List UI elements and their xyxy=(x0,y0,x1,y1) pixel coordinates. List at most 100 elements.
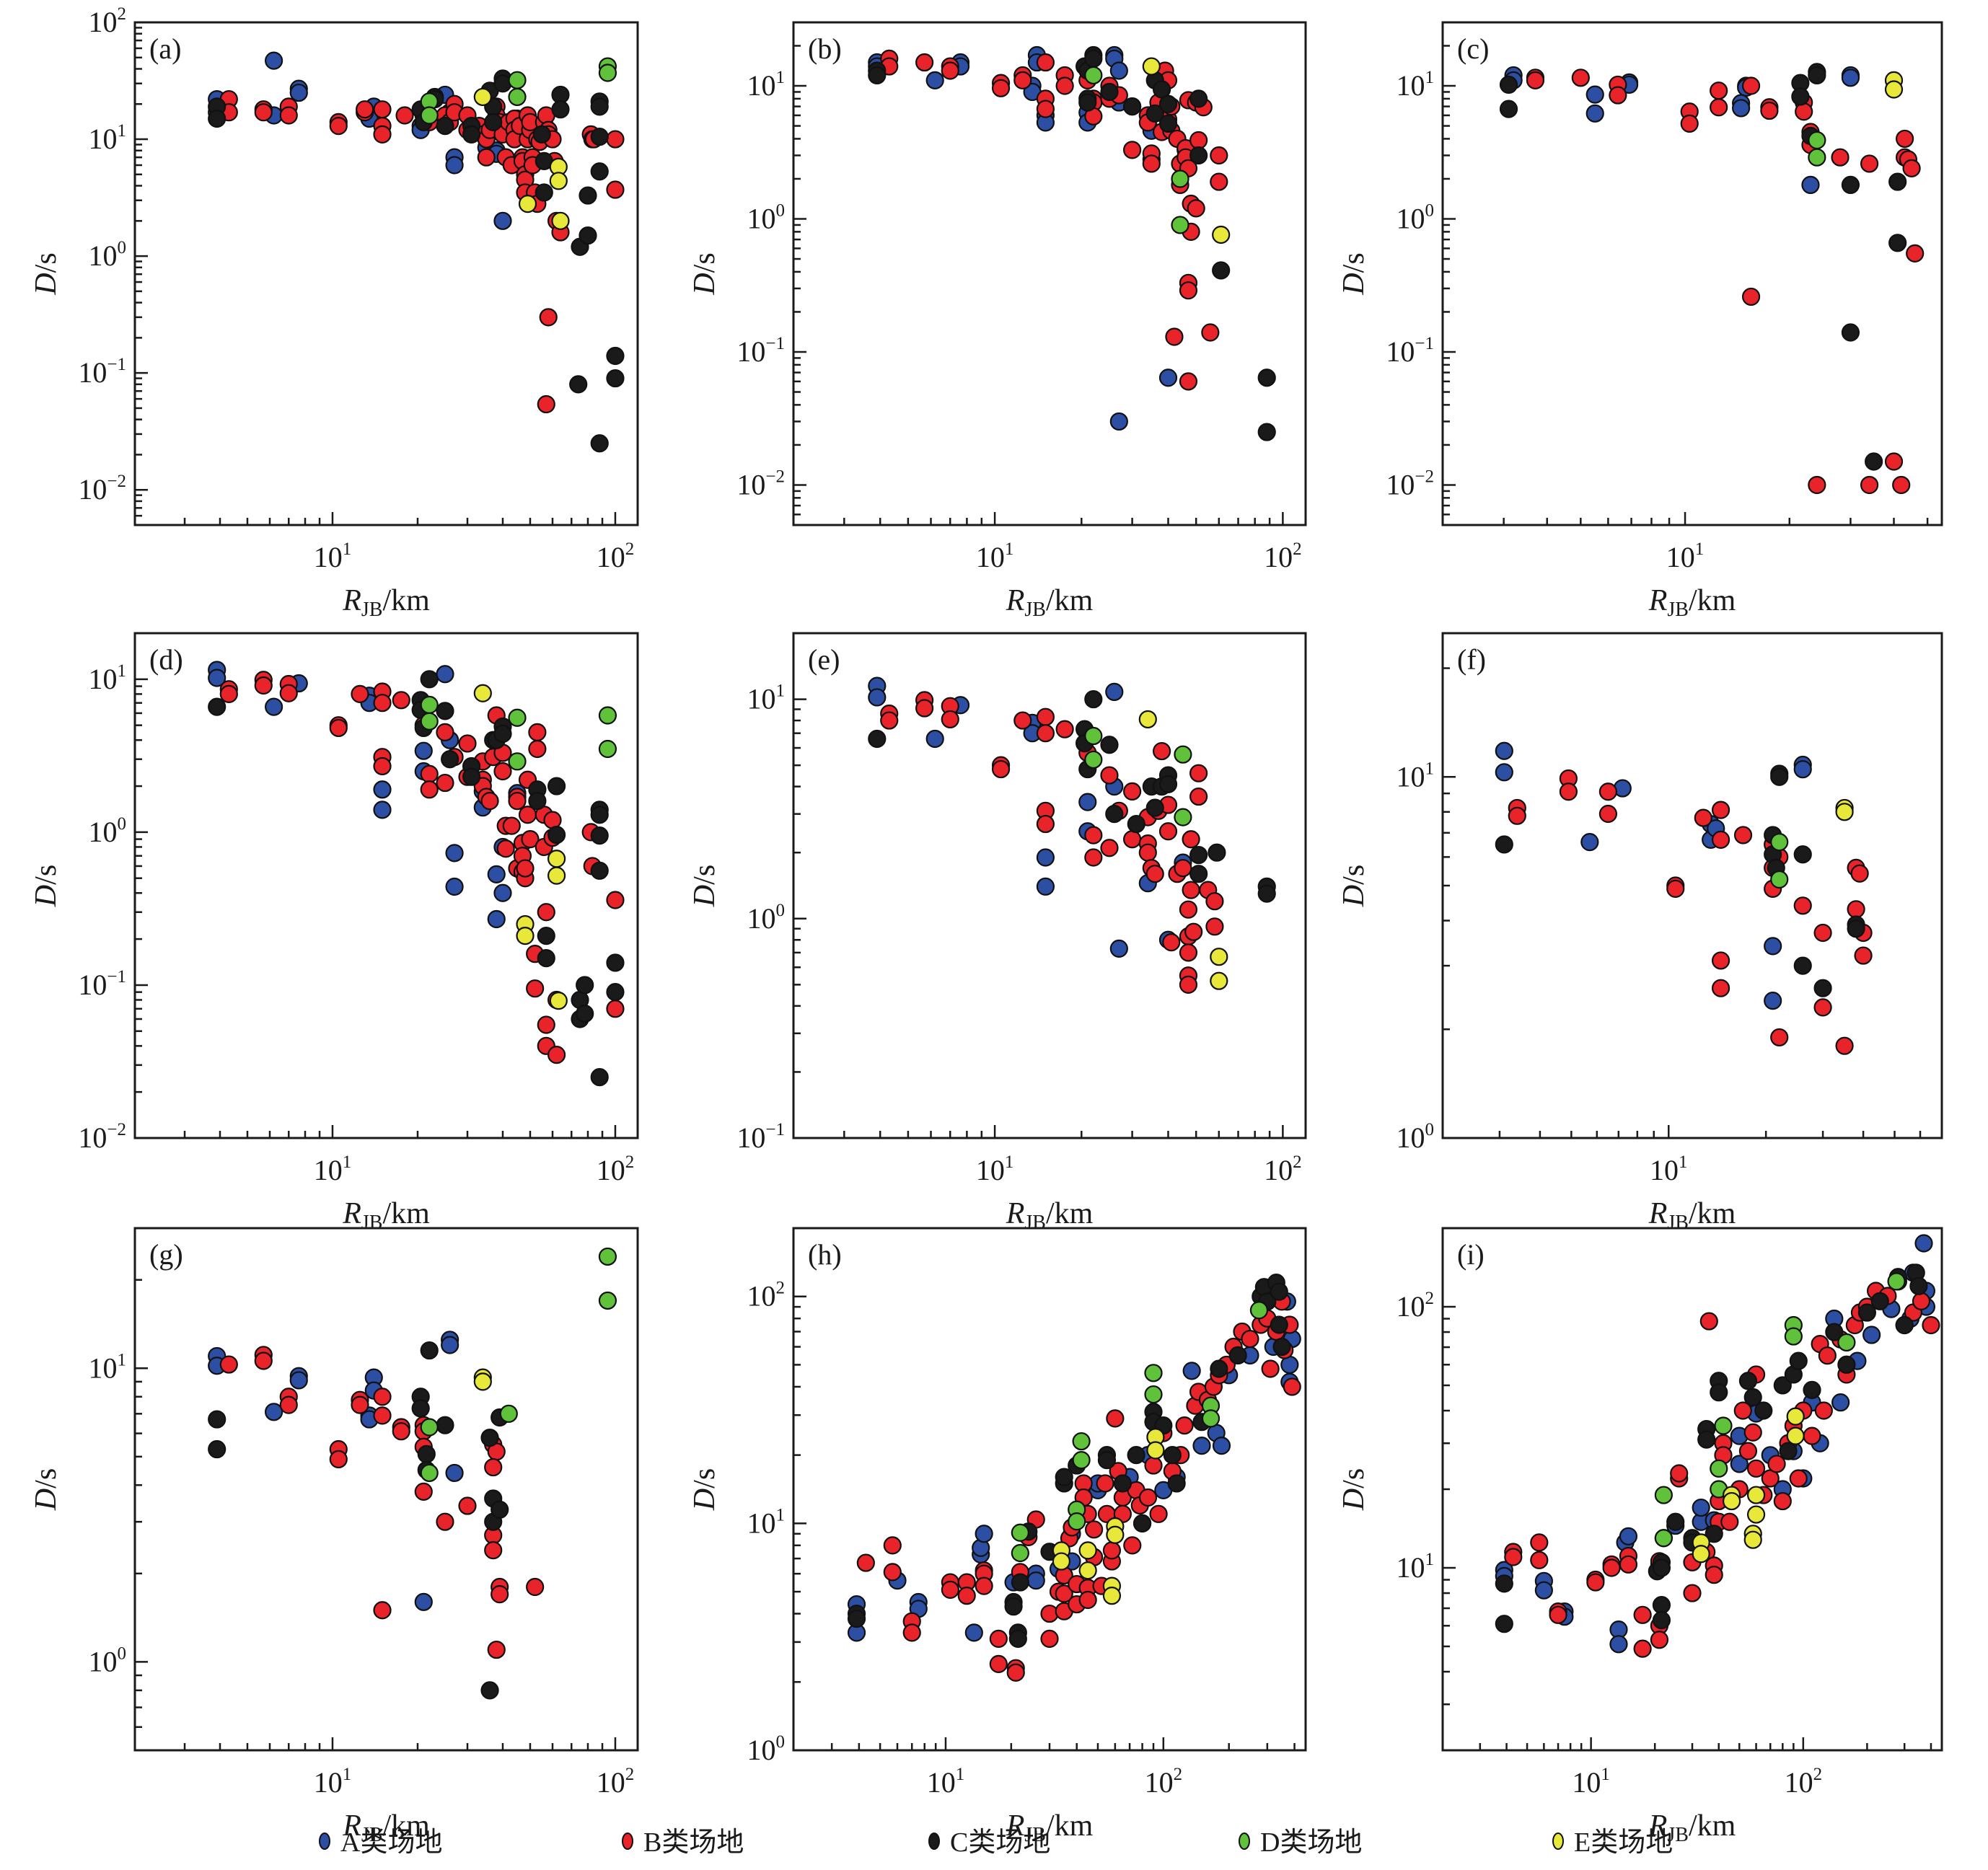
y-tick-label: 100 xyxy=(89,238,127,272)
data-point xyxy=(1192,1437,1211,1455)
panel-label: (c) xyxy=(1457,32,1489,65)
data-point xyxy=(1189,845,1208,865)
data-point xyxy=(420,106,439,125)
data-point xyxy=(1138,1488,1158,1507)
series-E类场地 xyxy=(473,87,570,230)
data-point xyxy=(1201,1409,1220,1428)
data-point xyxy=(1036,724,1055,743)
y-tick-label: 100 xyxy=(747,901,786,935)
data-point xyxy=(1888,172,1907,191)
data-point xyxy=(516,859,535,878)
data-point xyxy=(1801,175,1820,195)
data-point xyxy=(1495,1615,1513,1633)
data-point xyxy=(1837,1355,1856,1374)
axes-frame xyxy=(792,632,1307,1139)
x-ticks xyxy=(133,512,617,525)
data-point xyxy=(1711,801,1730,819)
data-point xyxy=(1142,57,1161,76)
series-B类场地 xyxy=(1526,69,1925,495)
data-point xyxy=(1530,1533,1549,1552)
data-point xyxy=(1175,1416,1194,1435)
x-tick-label: 102 xyxy=(597,1152,635,1186)
data-point xyxy=(208,1410,226,1429)
series-D类场地 xyxy=(1654,1272,1906,1548)
data-point xyxy=(491,1585,509,1604)
data-point xyxy=(989,1654,1008,1673)
data-point xyxy=(1609,1635,1628,1654)
data-point xyxy=(1784,1327,1803,1346)
data-point xyxy=(1270,1315,1288,1334)
data-point xyxy=(606,1000,625,1018)
data-point xyxy=(508,71,527,89)
series-A类场地 xyxy=(1495,741,1812,1010)
data-point xyxy=(532,125,551,144)
data-point xyxy=(915,53,934,72)
legend-item-D: D类场地 xyxy=(1239,1827,1362,1858)
data-point xyxy=(1040,1604,1059,1623)
data-point xyxy=(1813,979,1832,997)
data-point xyxy=(411,1399,430,1418)
y-axis-title: D/s xyxy=(1337,252,1371,295)
data-point xyxy=(1585,85,1604,104)
data-point xyxy=(1741,287,1761,306)
data-point xyxy=(1654,1486,1673,1504)
y-ticks xyxy=(793,632,806,1139)
axes-frame xyxy=(792,21,1307,526)
data-point xyxy=(1174,808,1192,826)
data-point xyxy=(1847,919,1865,938)
data-point xyxy=(1109,412,1128,431)
data-point xyxy=(1212,1437,1231,1455)
y-axis-title: D/s xyxy=(30,865,63,907)
data-point xyxy=(1189,131,1208,150)
legend-marker-icon xyxy=(1239,1832,1250,1850)
series-C类场地 xyxy=(208,1341,509,1700)
series-A类场地 xyxy=(208,1331,464,1611)
data-point xyxy=(1201,323,1220,342)
data-point xyxy=(1158,822,1178,841)
data-point xyxy=(1710,81,1728,100)
y-tick-label: 10−2 xyxy=(736,467,785,500)
y-ticks xyxy=(135,632,148,1139)
data-point xyxy=(1733,1401,1752,1420)
data-point xyxy=(1865,452,1883,471)
data-point xyxy=(1692,1498,1710,1517)
data-point xyxy=(436,1512,454,1531)
data-point xyxy=(1530,1551,1549,1569)
data-point xyxy=(1743,1423,1762,1442)
data-point xyxy=(975,1576,993,1595)
data-point xyxy=(1072,1432,1091,1451)
axes-frame xyxy=(1441,21,1943,526)
x-ticks xyxy=(1441,1125,1943,1138)
panel-label: (d) xyxy=(149,643,183,676)
data-point xyxy=(1711,979,1730,997)
data-point xyxy=(1694,808,1712,827)
x-ticks xyxy=(1441,512,1929,525)
panel-h: 101 102 100 101 102 RJB/km D/s (h) xyxy=(688,1227,1307,1846)
data-point xyxy=(1011,1573,1029,1592)
data-point xyxy=(1078,93,1097,112)
y-ticks xyxy=(1443,21,1456,526)
panel-label: (a) xyxy=(149,32,181,65)
y-ticks xyxy=(1443,1227,1456,1752)
x-tick-label: 102 xyxy=(597,539,635,573)
data-point xyxy=(1767,1455,1786,1473)
data-point xyxy=(590,826,609,845)
data-point xyxy=(518,195,537,213)
y-axis-title: D/s xyxy=(688,865,721,907)
data-point xyxy=(420,780,439,799)
data-point xyxy=(1084,750,1103,769)
data-point xyxy=(1145,798,1164,817)
y-tick-label: 101 xyxy=(1397,68,1435,102)
data-point xyxy=(1100,839,1119,857)
data-point xyxy=(1132,1514,1152,1532)
x-axis-title: RJB/km xyxy=(342,1809,430,1846)
legend: A类场地 B类场地 C类场地 D类场地 E类场地 xyxy=(319,1827,1673,1858)
data-points xyxy=(208,661,625,1087)
data-point xyxy=(569,375,588,394)
data-point xyxy=(528,792,547,811)
data-point xyxy=(880,711,899,730)
data-point xyxy=(491,1500,509,1519)
data-point xyxy=(480,1681,499,1700)
axes-frame xyxy=(133,1227,639,1752)
data-point xyxy=(1055,1584,1073,1603)
